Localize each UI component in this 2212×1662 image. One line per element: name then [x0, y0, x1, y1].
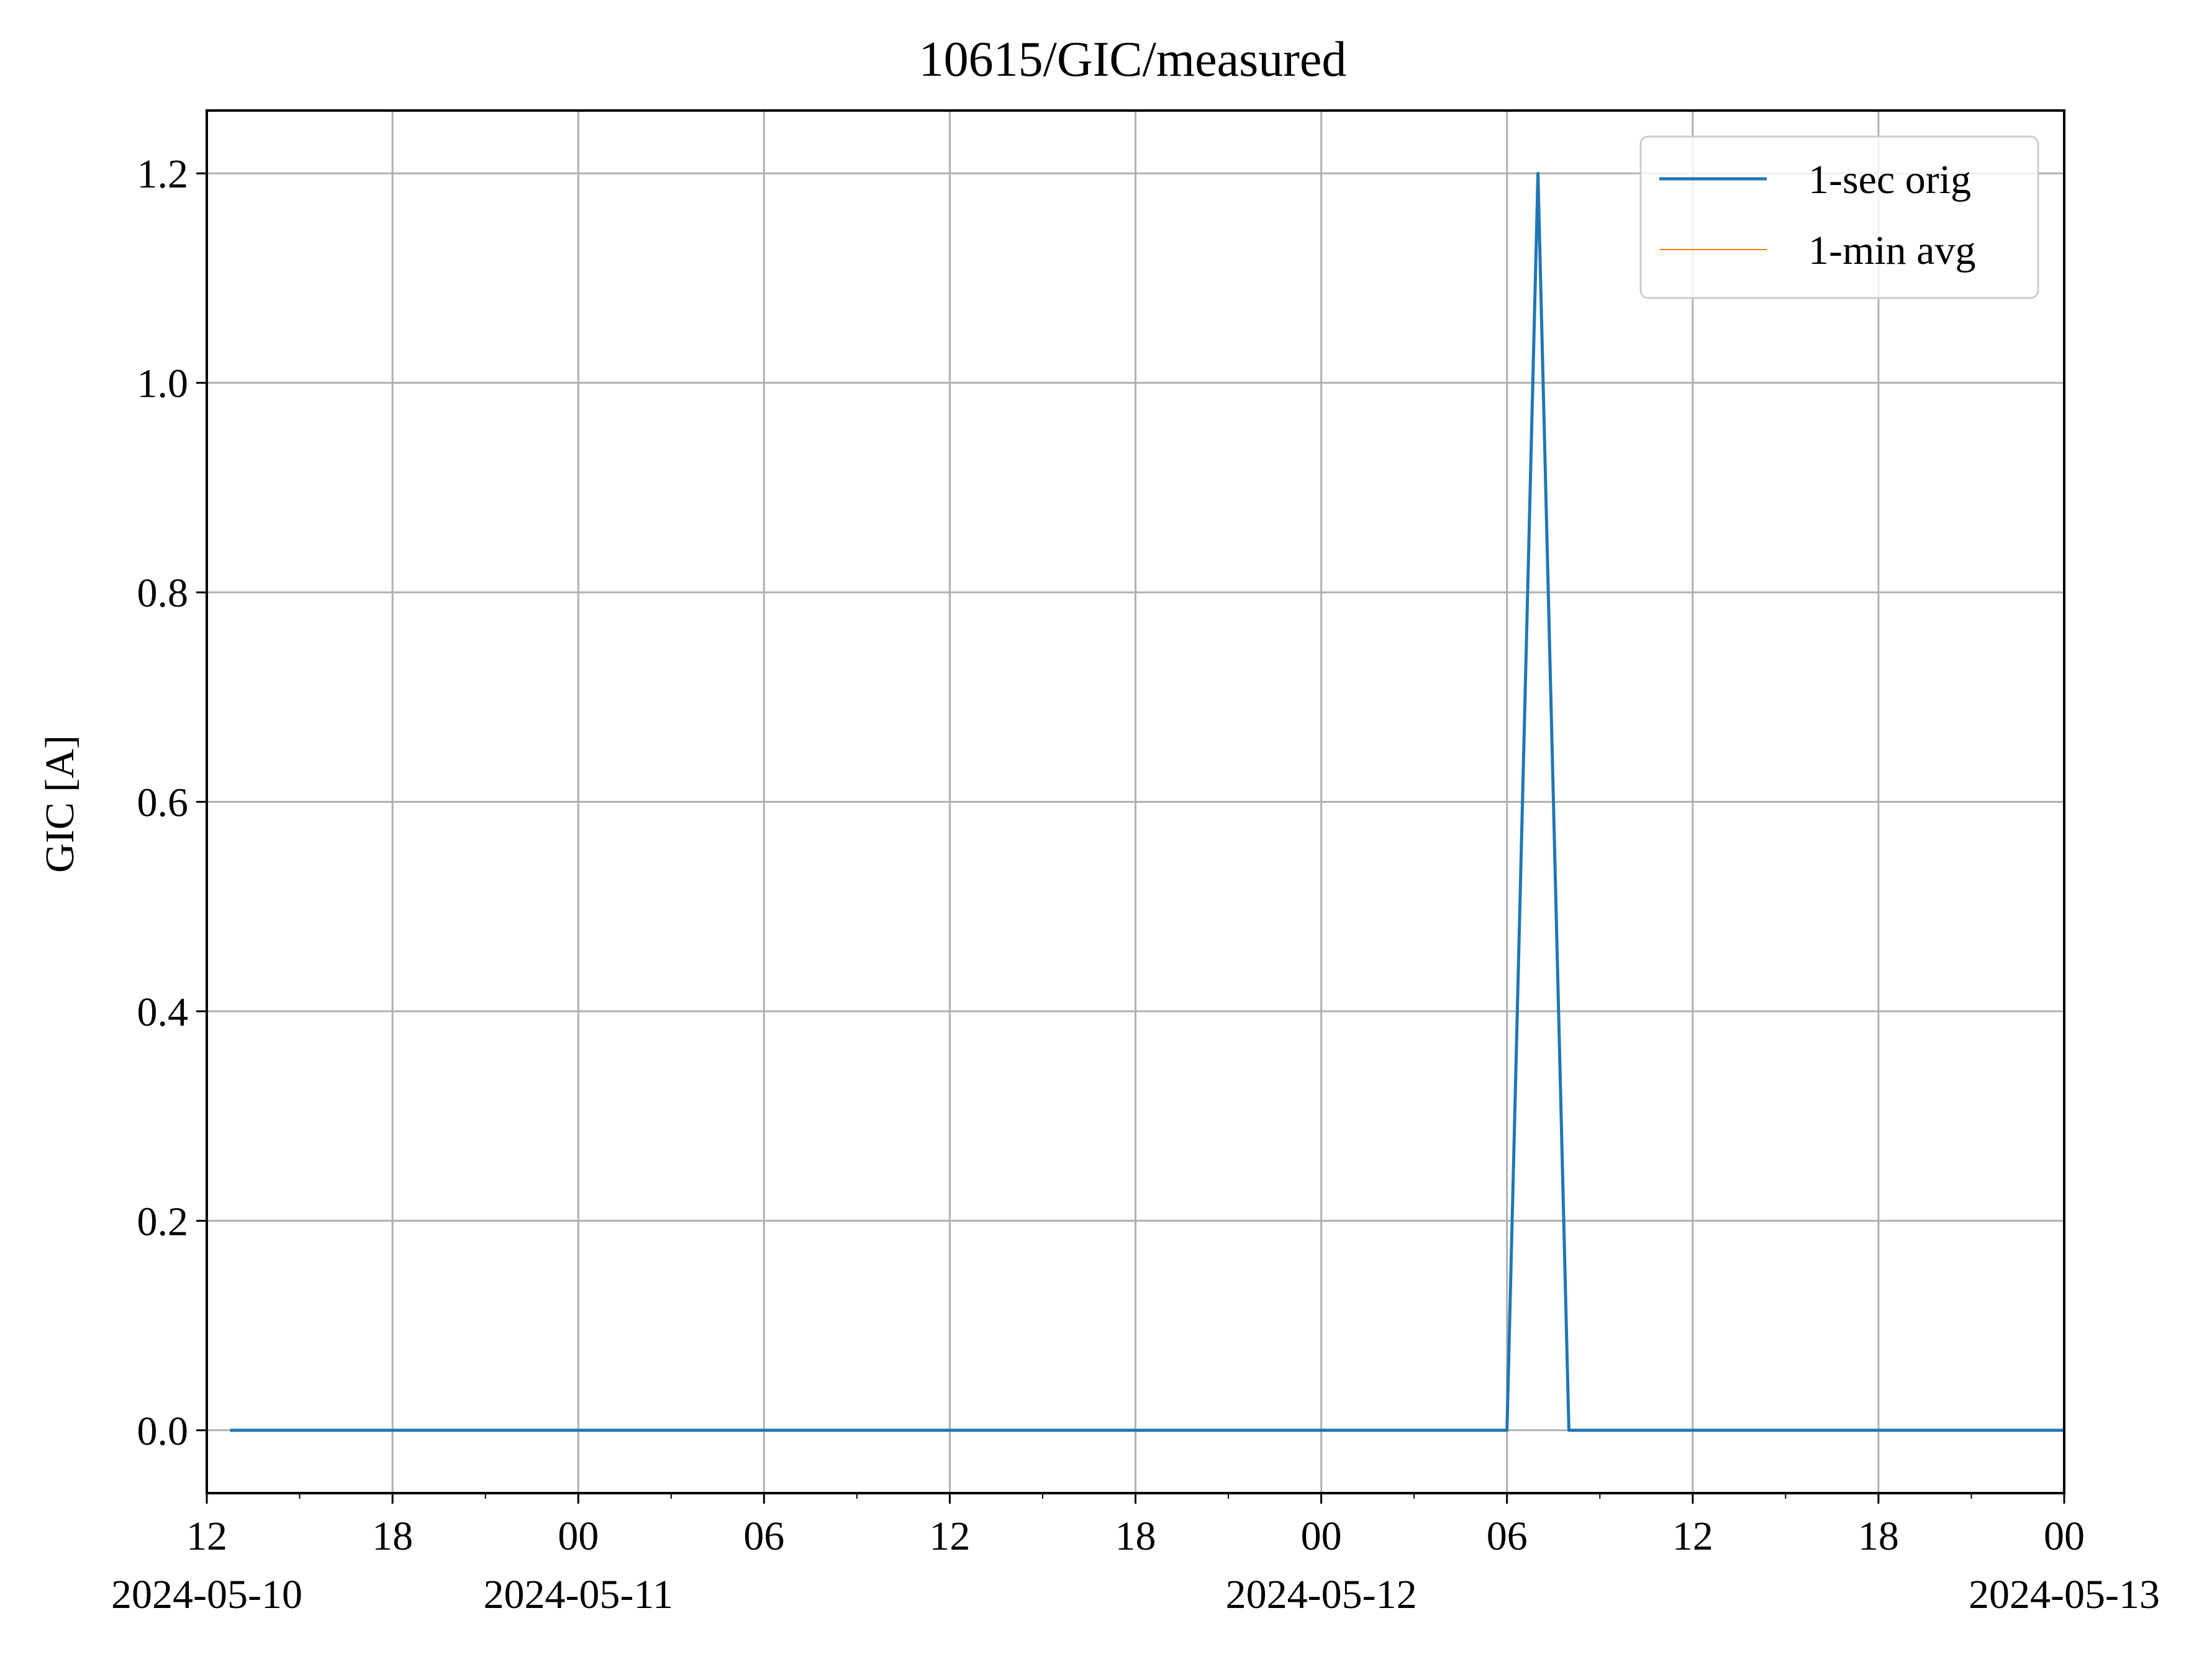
legend-label-1-sec-orig: 1-sec orig [1808, 157, 1971, 202]
x-tick-date-label: 2024-05-13 [1969, 1572, 2160, 1617]
x-tick-label: 00 [558, 1514, 599, 1559]
x-tick-label: 00 [2044, 1514, 2085, 1559]
x-tick-label: 18 [1115, 1514, 1156, 1559]
x-tick-label: 12 [929, 1514, 970, 1559]
legend-label-1-min-avg: 1-min avg [1808, 228, 1975, 273]
x-tick-label: 18 [1858, 1514, 1899, 1559]
legend-frame [1639, 135, 2039, 299]
x-tick-label: 12 [186, 1514, 227, 1559]
y-axis-label: GIC [A] [37, 735, 83, 873]
y-axis-ticks: 0.0 0.2 0.4 0.6 0.8 1.0 1.2 [137, 151, 207, 1454]
y-tick-label: 0.8 [137, 571, 189, 616]
y-tick-label: 0.2 [137, 1199, 189, 1244]
series-line-1-sec-orig [230, 171, 2064, 1432]
x-tick-date-label: 2024-05-11 [483, 1572, 673, 1617]
x-tick-date-label: 2024-05-10 [111, 1572, 302, 1617]
plot-series [230, 171, 2064, 1432]
y-tick-label: 0.6 [137, 780, 189, 826]
y-tick-label: 1.0 [137, 361, 189, 407]
x-tick-label: 12 [1672, 1514, 1713, 1559]
y-tick-label: 0.4 [137, 990, 189, 1035]
x-axis-ticks: 12 2024-05-10 18 00 2024-05-11 06 12 18 00 2024-0… [111, 1493, 2160, 1617]
x-tick-label: 06 [1487, 1514, 1528, 1559]
x-tick-date-label: 2024-05-12 [1226, 1572, 1417, 1617]
y-tick-label: 1.2 [137, 151, 189, 197]
x-tick-label: 00 [1301, 1514, 1342, 1559]
x-tick-label: 06 [743, 1514, 784, 1559]
chart-title: 10615/GIC/measured [919, 32, 1347, 87]
y-tick-label: 0.0 [137, 1409, 189, 1454]
x-tick-label: 18 [372, 1514, 413, 1559]
legend: 1-sec orig 1-min avg [1639, 135, 2039, 299]
